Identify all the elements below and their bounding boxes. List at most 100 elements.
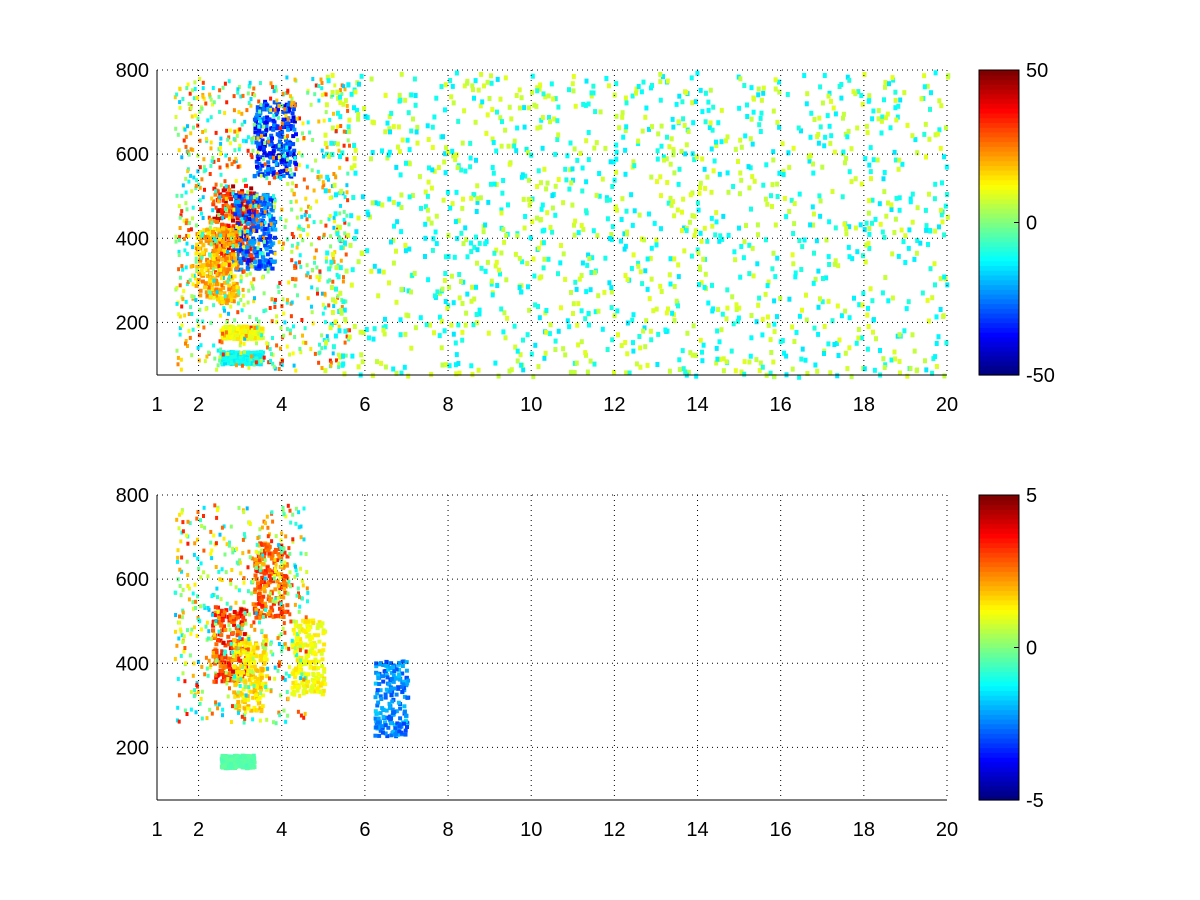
heatmap-cell (333, 211, 338, 217)
heatmap-cell (197, 246, 202, 251)
heatmap-cell (258, 145, 263, 150)
heatmap-cell (845, 74, 850, 80)
heatmap-cell (829, 133, 834, 139)
heatmap-cell (877, 201, 882, 207)
heatmap-cell (190, 353, 194, 358)
heatmap-cell (797, 191, 802, 197)
heatmap-cell (266, 164, 271, 169)
heatmap-cell (283, 574, 288, 579)
heatmap-cell (671, 149, 676, 155)
heatmap-cell (648, 328, 653, 334)
heatmap-cell (771, 250, 776, 256)
heatmap-cell (339, 188, 344, 194)
heatmap-cell (572, 232, 577, 238)
heatmap-cell (305, 217, 309, 222)
heatmap-cell (654, 306, 659, 312)
heatmap-cell (514, 93, 519, 98)
heatmap-cell (845, 134, 850, 140)
heatmap-cell (498, 271, 502, 277)
heatmap-cell (686, 369, 691, 375)
heatmap-cell (285, 609, 290, 614)
heatmap-cell (703, 271, 708, 277)
heatmap-cell (321, 678, 326, 683)
heatmap-cell (391, 366, 396, 372)
heatmap-cell (760, 364, 765, 370)
heatmap-cell (350, 353, 355, 359)
heatmap-cell (241, 695, 246, 700)
heatmap-cell (212, 245, 217, 250)
heatmap-cell (285, 344, 289, 349)
heatmap-cell (229, 197, 233, 202)
heatmap-cell (353, 147, 358, 153)
heatmap-cell (254, 576, 259, 581)
heatmap-cell (808, 134, 813, 140)
heatmap-cell (315, 199, 319, 204)
heatmap-cell (488, 181, 493, 187)
heatmap-cell (425, 123, 430, 129)
heatmap-cell (204, 238, 209, 243)
heatmap-cell (210, 275, 215, 280)
heatmap-cell (218, 299, 223, 304)
heatmap-cell (262, 589, 267, 594)
heatmap-cell (186, 169, 190, 174)
heatmap-cell (229, 304, 233, 309)
heatmap-cell (215, 244, 219, 249)
heatmap-cell (542, 355, 547, 361)
heatmap-cell (655, 156, 660, 162)
heatmap-cell (220, 276, 223, 281)
heatmap-cell (218, 291, 223, 296)
heatmap-cell (604, 195, 609, 201)
heatmap-cell (638, 345, 643, 351)
heatmap-cell (619, 343, 624, 349)
heatmap-cell (377, 268, 382, 274)
heatmap-cell (478, 195, 483, 201)
heatmap-cell (932, 196, 937, 202)
heatmap-cell (262, 571, 267, 576)
heatmap-cell (606, 83, 611, 89)
colorbar-tick-label: 0 (1026, 213, 1037, 235)
heatmap-cell (238, 343, 242, 348)
heatmap-cell (290, 207, 294, 212)
heatmap-cell (330, 72, 335, 78)
heatmap-cell (293, 283, 297, 288)
heatmap-cell (214, 642, 219, 647)
heatmap-cell (222, 674, 227, 679)
heatmap-cell (227, 241, 232, 246)
heatmap-cell (538, 82, 543, 88)
heatmap-cell (365, 209, 370, 215)
heatmap-cell (878, 348, 882, 353)
heatmap-cell (849, 179, 854, 185)
colorbar-segment (979, 236, 1019, 243)
heatmap-cell (288, 331, 292, 336)
heatmap-cell (885, 111, 890, 117)
heatmap-cell (498, 96, 503, 102)
heatmap-cell (581, 226, 586, 232)
heatmap-cell (258, 109, 262, 114)
heatmap-cell (259, 173, 263, 178)
heatmap-cell (462, 108, 467, 114)
heatmap-cell (682, 248, 687, 254)
heatmap-cell (209, 217, 213, 222)
heatmap-cell (238, 164, 242, 169)
heatmap-cell (286, 134, 289, 139)
heatmap-cell (772, 321, 777, 327)
heatmap-cell (207, 259, 210, 264)
heatmap-cell (681, 366, 686, 372)
heatmap-cell (751, 273, 756, 279)
heatmap-cell (279, 346, 282, 351)
heatmap-cell (702, 166, 707, 172)
colorbar-segment (979, 322, 1019, 328)
heatmap-cell (255, 105, 260, 110)
heatmap-cell (329, 259, 334, 265)
heatmap-cell (217, 654, 222, 659)
colorbar-segment (979, 232, 1019, 238)
heatmap-cell (739, 177, 744, 183)
heatmap-cell (861, 290, 866, 296)
heatmap-cell (502, 239, 507, 245)
heatmap-cell (771, 108, 776, 114)
heatmap-cell (867, 97, 872, 103)
heatmap-cell (320, 81, 324, 85)
heatmap-cell (525, 261, 530, 266)
heatmap-cell (359, 250, 364, 256)
heatmap-cell (220, 251, 224, 256)
